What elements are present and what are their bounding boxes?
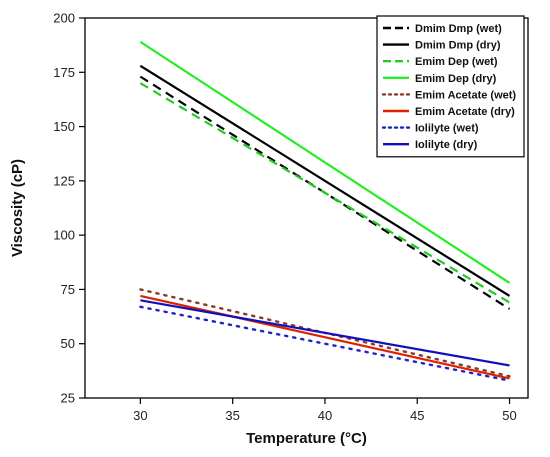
x-tick-label-1: 35 <box>225 408 239 423</box>
y-tick-label-6: 175 <box>53 65 75 80</box>
legend-label-5: Emim Acetate (dry) <box>415 106 515 118</box>
series-line-7 <box>140 299 510 367</box>
series-line-1 <box>139 64 511 297</box>
y-axis-title: Viscosity (cP) <box>9 159 26 257</box>
legend-label-0: Dmim Dmp (wet) <box>415 23 502 35</box>
plot-area <box>139 40 511 382</box>
legend-label-1: Dmim Dmp (dry) <box>415 40 501 52</box>
axes: 30 35 40 45 50 25 50 75 100 125 150 175 200 <box>53 11 529 423</box>
legend-label-2: Emim Dep (wet) <box>415 56 498 68</box>
x-tick-label-0: 30 <box>133 408 147 423</box>
legend-box <box>376 15 525 158</box>
x-tick-label-3: 45 <box>410 408 424 423</box>
y-tick-label-5: 150 <box>53 119 75 134</box>
x-axis-title: Temperature (°C) <box>246 430 367 447</box>
y-tick-label-7: 200 <box>53 11 75 26</box>
y-tick-label-2: 75 <box>61 282 75 297</box>
legend-label-7: Iolilyte (dry) <box>415 139 478 151</box>
x-tick-label-2: 40 <box>318 408 332 423</box>
legend-label-3: Emim Dep (dry) <box>415 73 497 85</box>
series-line-3 <box>139 40 511 284</box>
y-tick-label-3: 100 <box>53 228 75 243</box>
y-tick-label-4: 125 <box>53 173 75 188</box>
series-line-2 <box>139 82 511 304</box>
legend: Dmim Dmp (wet) Dmim Dmp (dry) Emim Dep (we… <box>376 15 525 158</box>
series-line-5 <box>140 294 510 380</box>
y-tick-label-0: 25 <box>61 391 75 406</box>
y-tick-label-1: 50 <box>61 336 75 351</box>
plot-frame <box>84 17 529 399</box>
legend-label-6: Iolilyte (wet) <box>415 123 479 135</box>
series-line-6 <box>139 305 511 382</box>
legend-label-4: Emim Acetate (wet) <box>415 89 516 101</box>
x-tick-label-4: 50 <box>502 408 516 423</box>
